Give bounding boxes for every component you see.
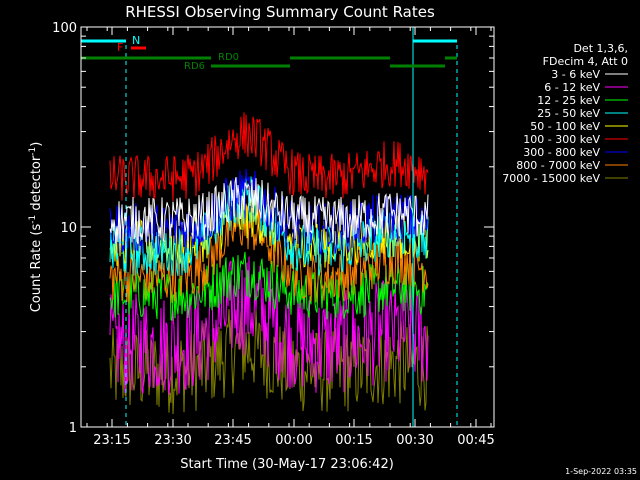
legend-header-2: FDecim 4, Att 0 (543, 55, 628, 68)
render-timestamp: 1-Sep-2022 03:35 (565, 467, 637, 476)
series-layer (109, 112, 429, 415)
x-axis-label: Start Time (30-May-17 23:06:42) (180, 457, 394, 472)
flare-label: F (117, 41, 123, 54)
series-line-100-300keV (109, 112, 429, 202)
legend-label: 50 - 100 keV (530, 120, 600, 133)
chart-title: RHESSI Observing Summary Count Rates (125, 3, 435, 21)
legend-label: 800 - 7000 keV (516, 159, 600, 172)
x-tick-label: 00:30 (396, 433, 433, 448)
series-line-7000-15000keV (109, 309, 429, 415)
y-axis-label-main: Count Rate (s (29, 224, 44, 313)
y-tick-label: 1 (69, 421, 77, 436)
y-axis-label-end: ) (29, 142, 44, 147)
overlay-layer: NF RD0 RD6 (81, 27, 458, 427)
legend-label: 25 - 50 keV (537, 107, 600, 120)
legend-label: 3 - 6 keV (551, 68, 600, 81)
x-tick-label: 00:45 (457, 433, 494, 448)
legend-label: 100 - 300 keV (523, 133, 600, 146)
series-line-300-800keV (109, 169, 429, 255)
legend-label: 12 - 25 keV (537, 94, 600, 107)
x-tick-label: 23:45 (214, 433, 251, 448)
legend-label: 300 - 800 keV (523, 146, 600, 159)
series-line-12-25keV (109, 251, 429, 322)
legend-header-1: Det 1,3,6, (573, 42, 628, 55)
night-label: N (132, 34, 140, 47)
x-tick-label: 00:00 (275, 433, 312, 448)
legend-label: 6 - 12 keV (544, 81, 600, 94)
legend-label: 7000 - 15000 keV (502, 172, 600, 185)
rd6-label: RD6 (184, 61, 205, 72)
y-axis-label-sup1: -1 (28, 215, 38, 224)
x-tick-label: 00:15 (335, 433, 372, 448)
y-axis-label-sup2: -1 (28, 147, 38, 156)
series-line-3-6keV (109, 177, 429, 244)
y-tick-label: 100 (52, 21, 77, 36)
x-tick-label: 23:30 (154, 433, 191, 448)
ticks-layer: 23:15 23:30 23:45 00:00 00:15 00:30 00:45 1 10 10… (52, 21, 495, 448)
y-axis-label-rest: detector (29, 155, 44, 215)
x-tick-label: 23:15 (93, 433, 130, 448)
y-axis-label: Count Rate (s-1 detector-1) (28, 142, 44, 313)
rd0-label: RD0 (218, 52, 239, 63)
series-line-6-12keV (109, 256, 429, 395)
y-tick-label: 10 (60, 221, 77, 236)
